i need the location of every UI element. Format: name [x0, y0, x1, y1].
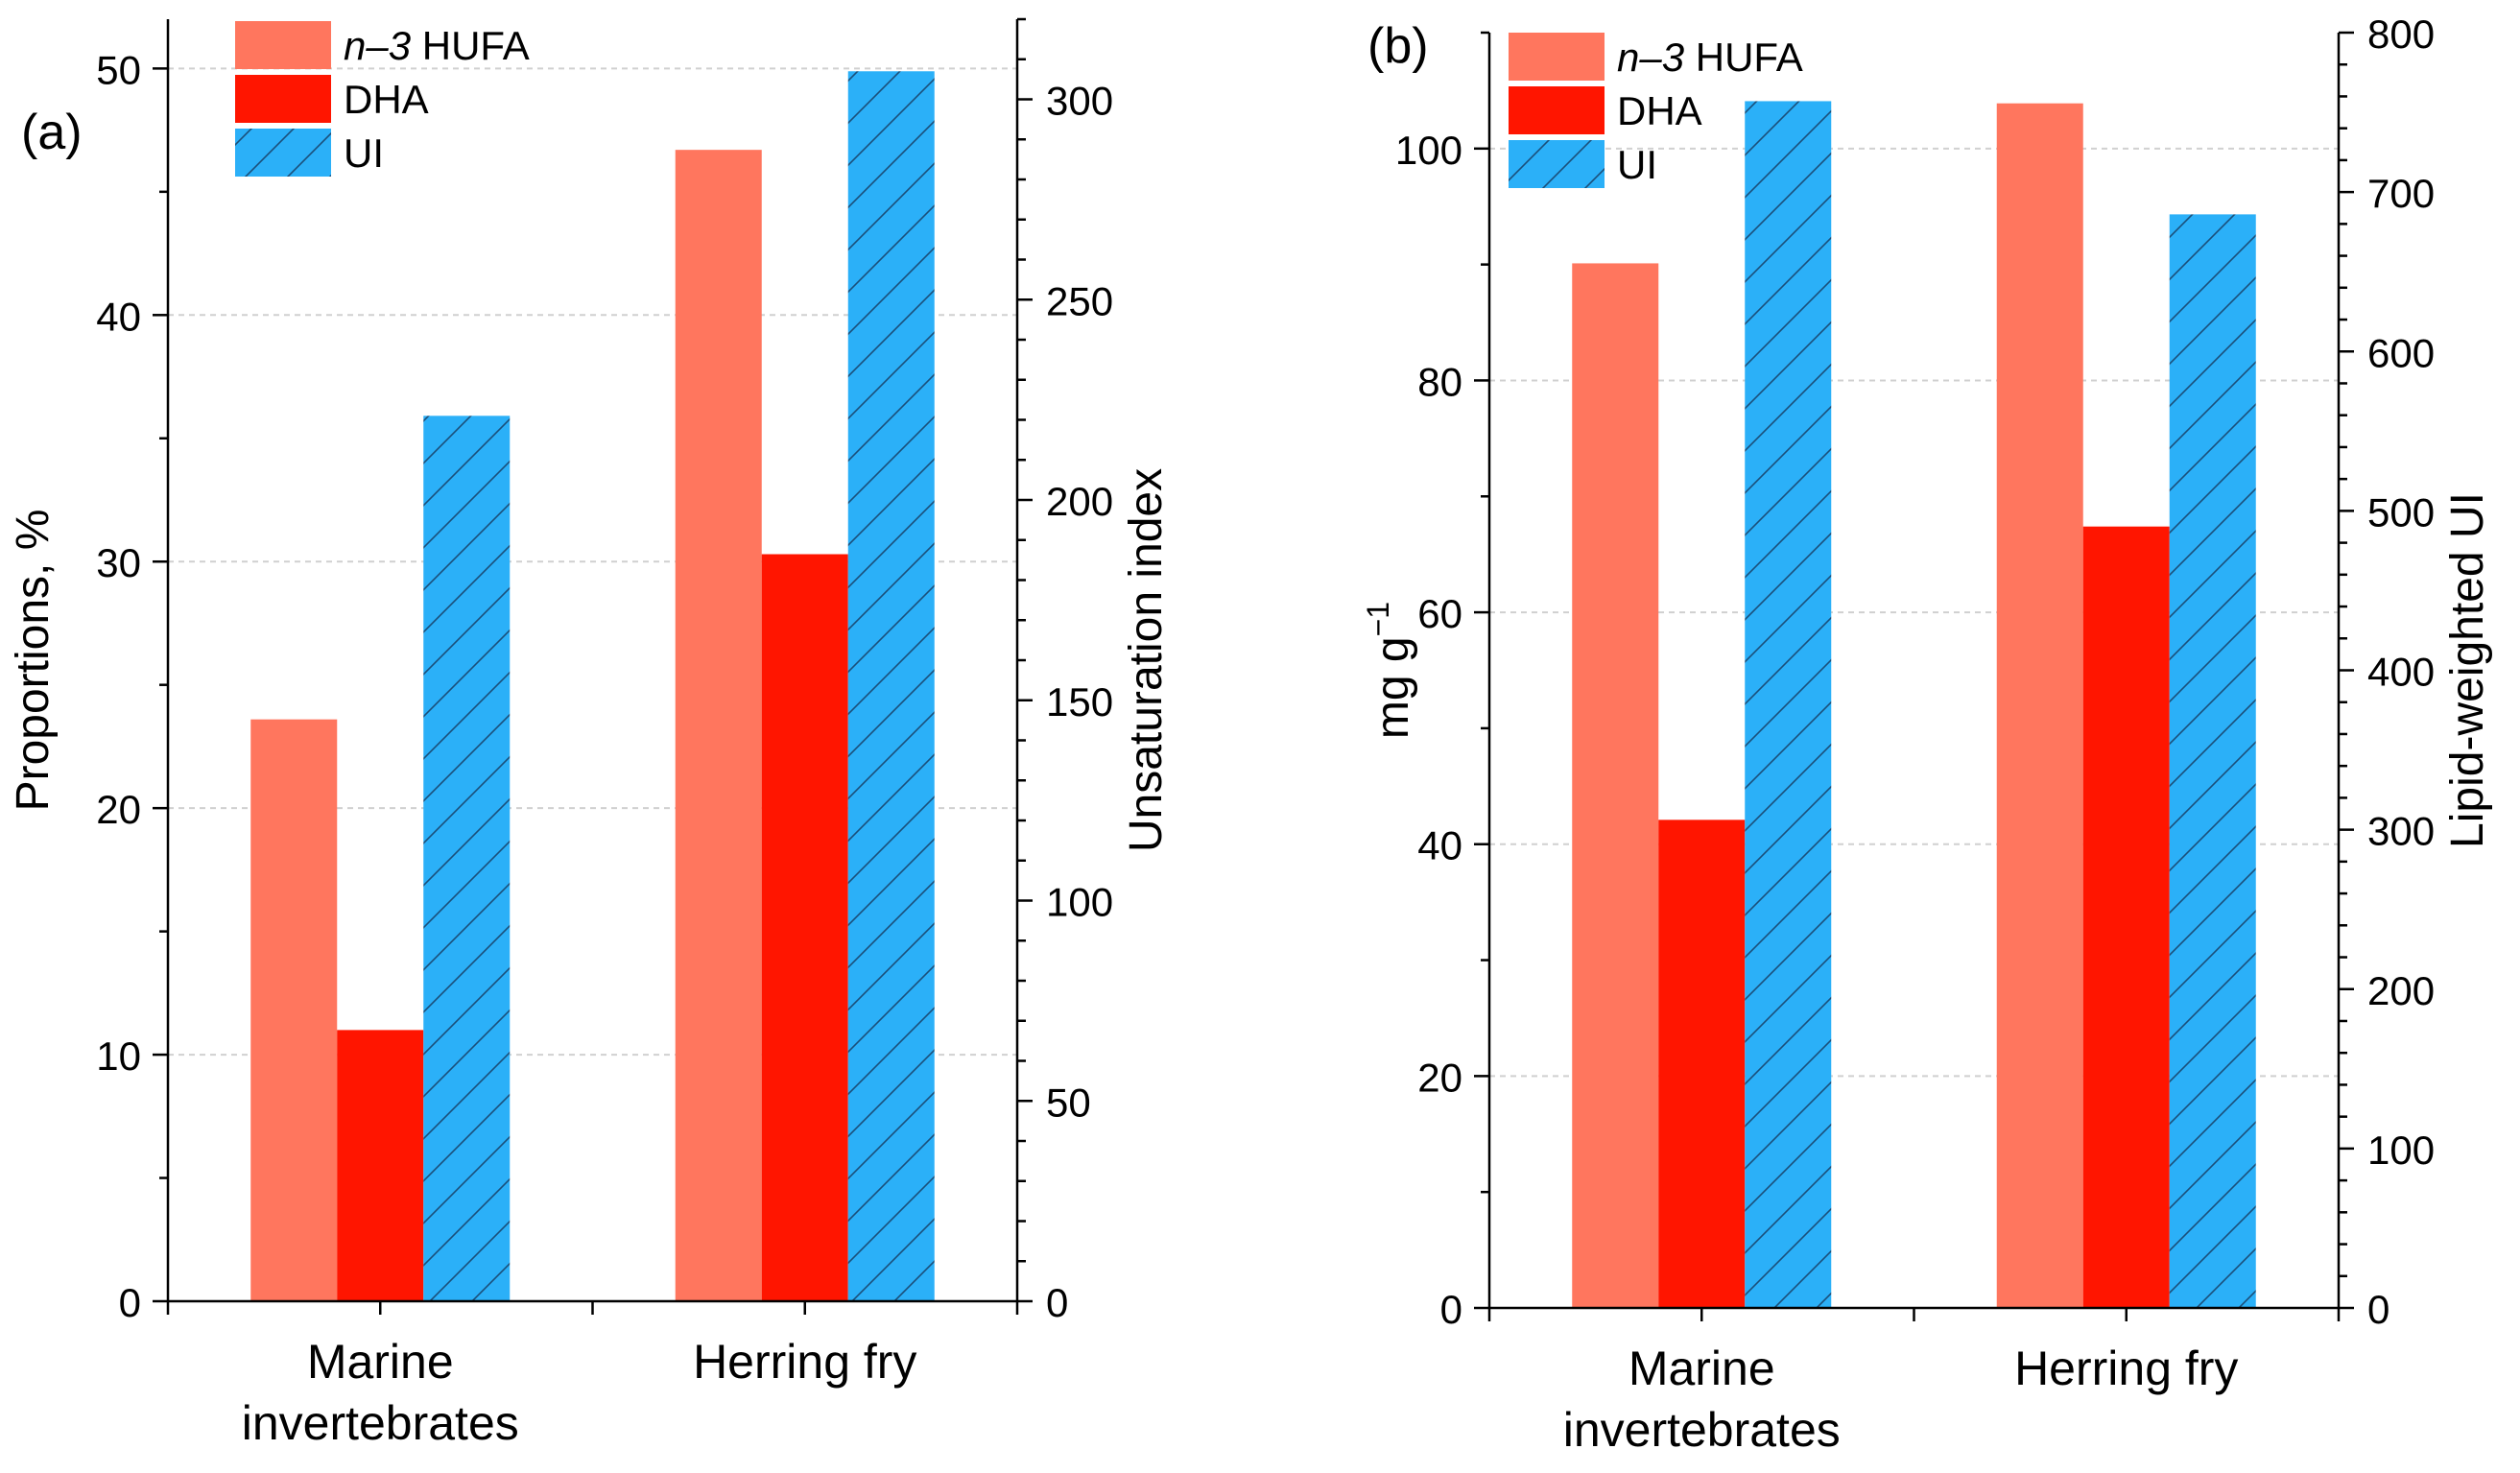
- bar-ui: [1745, 101, 1832, 1309]
- bar-hufa: [1996, 103, 2083, 1308]
- legend: n–3 HUFA DHA UI: [235, 21, 530, 177]
- y-tick-label-left: 0: [119, 1280, 141, 1325]
- legend-label-rest: HUFA: [1684, 35, 1803, 80]
- legend-label-italic: n–3: [1617, 35, 1684, 80]
- panel-label: (b): [1367, 18, 1429, 74]
- x-tick-label: Marine invertebrates: [242, 1335, 519, 1450]
- bar-ui: [2169, 214, 2256, 1308]
- y-tick-label-right: 200: [2367, 968, 2435, 1013]
- legend: n–3 HUFA DHA UI: [1509, 33, 1803, 188]
- y-tick-label-right: 600: [2367, 330, 2435, 375]
- bar-hufa: [250, 719, 338, 1301]
- y-tick-label-left: 60: [1417, 591, 1462, 636]
- bar-dha: [761, 554, 848, 1301]
- legend-label-ui: UI: [344, 131, 384, 176]
- panel-label: (a): [21, 105, 83, 160]
- legend-label-ui: UI: [1617, 142, 1657, 187]
- y-tick-label-left: 0: [1440, 1287, 1462, 1332]
- y-tick-label-left: 20: [1417, 1055, 1462, 1100]
- y-tick-label-left: 20: [96, 787, 141, 832]
- bar-ui: [423, 416, 511, 1301]
- y-axis-title-right: Unsaturation index: [1121, 468, 1172, 852]
- y-tick-label-right: 250: [1046, 278, 1113, 323]
- y-tick-label-right: 500: [2367, 489, 2435, 535]
- legend-label-italic: n–3: [344, 23, 411, 68]
- y-tick-label-right: 150: [1046, 679, 1113, 725]
- legend-swatch-ui: [1509, 140, 1605, 188]
- y-tick-label-right: 50: [1046, 1080, 1091, 1125]
- y-tick-label-right: 300: [1046, 79, 1113, 124]
- y-axis-title-right: Lipid-weighted UI: [2442, 492, 2493, 848]
- legend-label-dha: DHA: [344, 77, 429, 122]
- y-tick-label-right: 400: [2367, 650, 2435, 695]
- y-tick-label-right: 800: [2367, 12, 2435, 57]
- bar-hufa: [1572, 263, 1659, 1308]
- y-tick-label-right: 0: [1046, 1280, 1068, 1325]
- y-axis-title-superscript: −1: [1361, 602, 1395, 636]
- bar-dha: [337, 1030, 424, 1301]
- x-tick-label-line: Herring fry: [693, 1335, 916, 1389]
- y-axis-title-left: mg g−1: [1361, 602, 1418, 739]
- bar-dha: [2082, 526, 2170, 1308]
- legend-swatch-hufa: [1509, 33, 1605, 81]
- y-tick-label-left: 40: [96, 294, 141, 339]
- y-tick-label-right: 0: [2367, 1287, 2389, 1332]
- y-tick-label-right: 700: [2367, 171, 2435, 216]
- y-tick-label-left: 100: [1395, 128, 1462, 173]
- bar-hufa: [675, 150, 762, 1302]
- bar-dha: [1658, 820, 1746, 1308]
- y-tick-label-left: 80: [1417, 359, 1462, 404]
- x-tick-label-line: invertebrates: [242, 1396, 519, 1450]
- x-tick-label-line: Herring fry: [2014, 1342, 2238, 1395]
- x-tick-label: Herring fry: [2014, 1342, 2238, 1395]
- y-tick-label-left: 50: [96, 47, 141, 92]
- x-tick-label: Herring fry: [693, 1335, 916, 1389]
- x-tick-label-line: Marine: [1628, 1342, 1775, 1395]
- y-tick-label-right: 100: [2367, 1128, 2435, 1173]
- legend-swatch-dha: [1509, 86, 1605, 134]
- y-tick-label-right: 300: [2367, 809, 2435, 854]
- x-tick-label-line: invertebrates: [1563, 1403, 1841, 1457]
- legend-label-hufa: n–3 HUFA: [1617, 35, 1803, 80]
- panel-b: Marine invertebrates Herring fry 0 20 40 60 80 1…: [1361, 12, 2493, 1457]
- legend-label-rest: HUFA: [411, 23, 530, 68]
- legend-swatch-dha: [235, 75, 331, 123]
- y-tick-label-left: 10: [96, 1033, 141, 1079]
- panel-a: Marine invertebrates Herring fry 0 10 20 30 40 5…: [8, 17, 1172, 1450]
- y-tick-label-left: 30: [96, 540, 141, 585]
- legend-label-dha: DHA: [1617, 88, 1702, 133]
- x-tick-label-line: Marine: [307, 1335, 454, 1389]
- y-tick-label-right: 100: [1046, 880, 1113, 925]
- y-axis-title-left: Proportions, %: [8, 510, 59, 812]
- bar-ui: [847, 71, 935, 1301]
- y-tick-label-left: 40: [1417, 823, 1462, 868]
- legend-swatch-hufa: [235, 21, 331, 69]
- x-tick-label: Marine invertebrates: [1563, 1342, 1841, 1457]
- y-tick-label-right: 200: [1046, 479, 1113, 524]
- legend-swatch-ui: [235, 129, 331, 177]
- legend-label-hufa: n–3 HUFA: [344, 23, 530, 68]
